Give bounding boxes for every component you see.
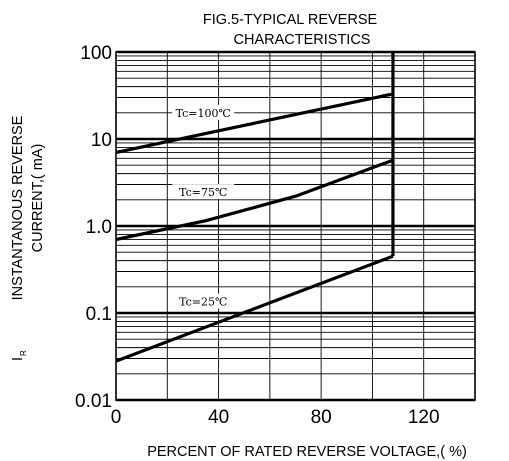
curve-label: Tc=100℃ (176, 107, 231, 120)
x-tick-label: 80 (311, 407, 332, 428)
y-tick-labels: 0.01 0.1 1.0 10 100 (75, 43, 112, 412)
curve-label-background (172, 184, 235, 200)
plot-grid (115, 50, 476, 402)
y-tick-label: 10 (91, 130, 112, 151)
series-line (115, 92, 394, 155)
curve-label: Tc=25℃ (179, 296, 227, 309)
series-lines (115, 52, 395, 363)
chart-title-line-1: FIG.5-TYPICAL REVERSE (203, 12, 378, 28)
curve-labels: Tc=100℃ Tc=75℃ Tc=25℃ (172, 104, 235, 309)
y-tick-label: 0.01 (75, 391, 112, 412)
curve-label-background (172, 104, 235, 120)
y-axis-title-line-2: CURRENT,( mA) (30, 144, 46, 253)
curve-label-background (172, 293, 235, 309)
x-tick-labels: 0 40 80 120 (111, 407, 440, 428)
y-axis-title-line-1: INSTANTANOUS REVERSE (10, 115, 26, 300)
x-tick-label: 0 (111, 407, 122, 428)
y-axis-title-symbol: I (10, 357, 26, 361)
y-tick-label: 100 (80, 43, 112, 64)
x-tick-label: 120 (408, 407, 440, 428)
chart-title-line-2: CHARACTERISTICS (234, 32, 371, 48)
y-tick-label: 1.0 (86, 217, 112, 238)
curve-label: Tc=75℃ (179, 186, 227, 199)
series-line (115, 158, 394, 242)
series-line (115, 254, 394, 363)
y-axis-title-symbol-subscript: R (19, 350, 28, 356)
x-axis-title: PERCENT OF RATED REVERSE VOLTAGE,( %) (147, 444, 467, 460)
x-tick-label: 40 (208, 407, 229, 428)
plot-frame (115, 51, 476, 401)
y-tick-label: 0.1 (86, 304, 112, 325)
